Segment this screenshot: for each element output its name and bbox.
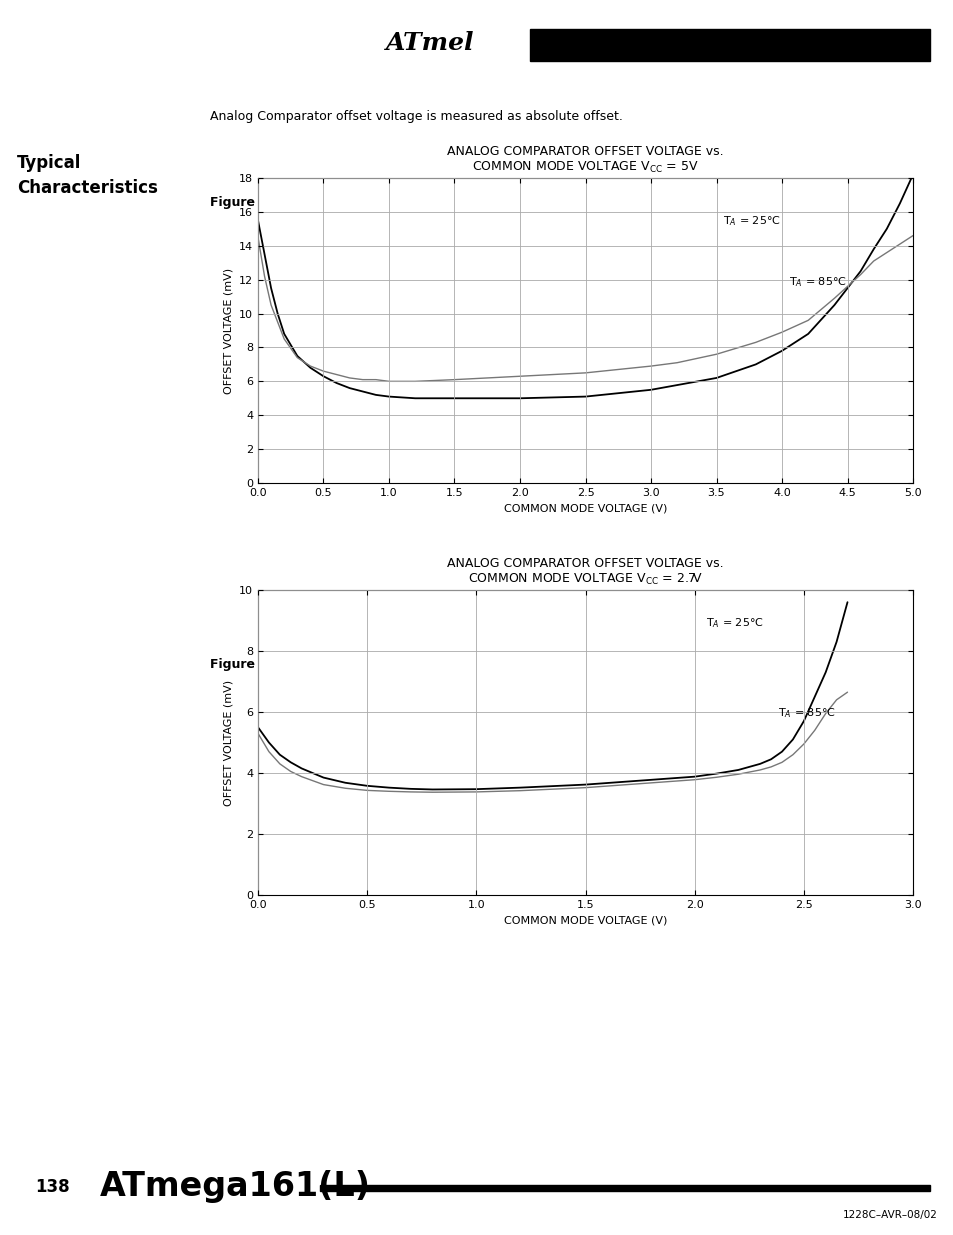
Title: ANALOG COMPARATOR OFFSET VOLTAGE vs.
COMMON MODE VOLTAGE V$_{\mathrm{CC}}$ = 5V: ANALOG COMPARATOR OFFSET VOLTAGE vs. COM… — [447, 144, 723, 175]
Text: 138: 138 — [35, 1178, 70, 1195]
Text: ATmel: ATmel — [385, 31, 474, 56]
Text: 1228C–AVR–08/02: 1228C–AVR–08/02 — [842, 1210, 937, 1220]
Text: T$_A$ = 25°C: T$_A$ = 25°C — [722, 214, 781, 227]
Text: T$_A$ = 85°C: T$_A$ = 85°C — [788, 274, 845, 289]
Y-axis label: OFFSET VOLTAGE (mV): OFFSET VOLTAGE (mV) — [223, 679, 233, 805]
Text: Analog Comparator Offset Voltage vs. Common Mode Voltage: Analog Comparator Offset Voltage vs. Com… — [293, 658, 679, 672]
Text: ATmega161(L): ATmega161(L) — [100, 1171, 371, 1203]
Text: Analog Comparator offset voltage is measured as absolute offset.: Analog Comparator offset voltage is meas… — [210, 110, 622, 124]
Bar — [530, 28, 929, 61]
Bar — [319, 1184, 929, 1191]
Title: ANALOG COMPARATOR OFFSET VOLTAGE vs.
COMMON MODE VOLTAGE V$_{\mathrm{CC}}$ = 2.7: ANALOG COMPARATOR OFFSET VOLTAGE vs. COM… — [447, 557, 723, 587]
Text: Figure 87.: Figure 87. — [210, 195, 281, 209]
Text: Analog Comparator Offset Voltage vs. Common Mode Voltage: Analog Comparator Offset Voltage vs. Com… — [293, 195, 679, 209]
Text: Typical
Characteristics: Typical Characteristics — [17, 154, 157, 198]
X-axis label: COMMON MODE VOLTAGE (V): COMMON MODE VOLTAGE (V) — [503, 915, 666, 925]
X-axis label: COMMON MODE VOLTAGE (V): COMMON MODE VOLTAGE (V) — [503, 504, 666, 514]
Text: T$_A$ = 25°C: T$_A$ = 25°C — [705, 616, 762, 630]
Y-axis label: OFFSET VOLTAGE (mV): OFFSET VOLTAGE (mV) — [223, 268, 233, 394]
Text: T$_A$ = 85°C: T$_A$ = 85°C — [777, 706, 835, 720]
Text: Figure 88.: Figure 88. — [210, 658, 281, 672]
